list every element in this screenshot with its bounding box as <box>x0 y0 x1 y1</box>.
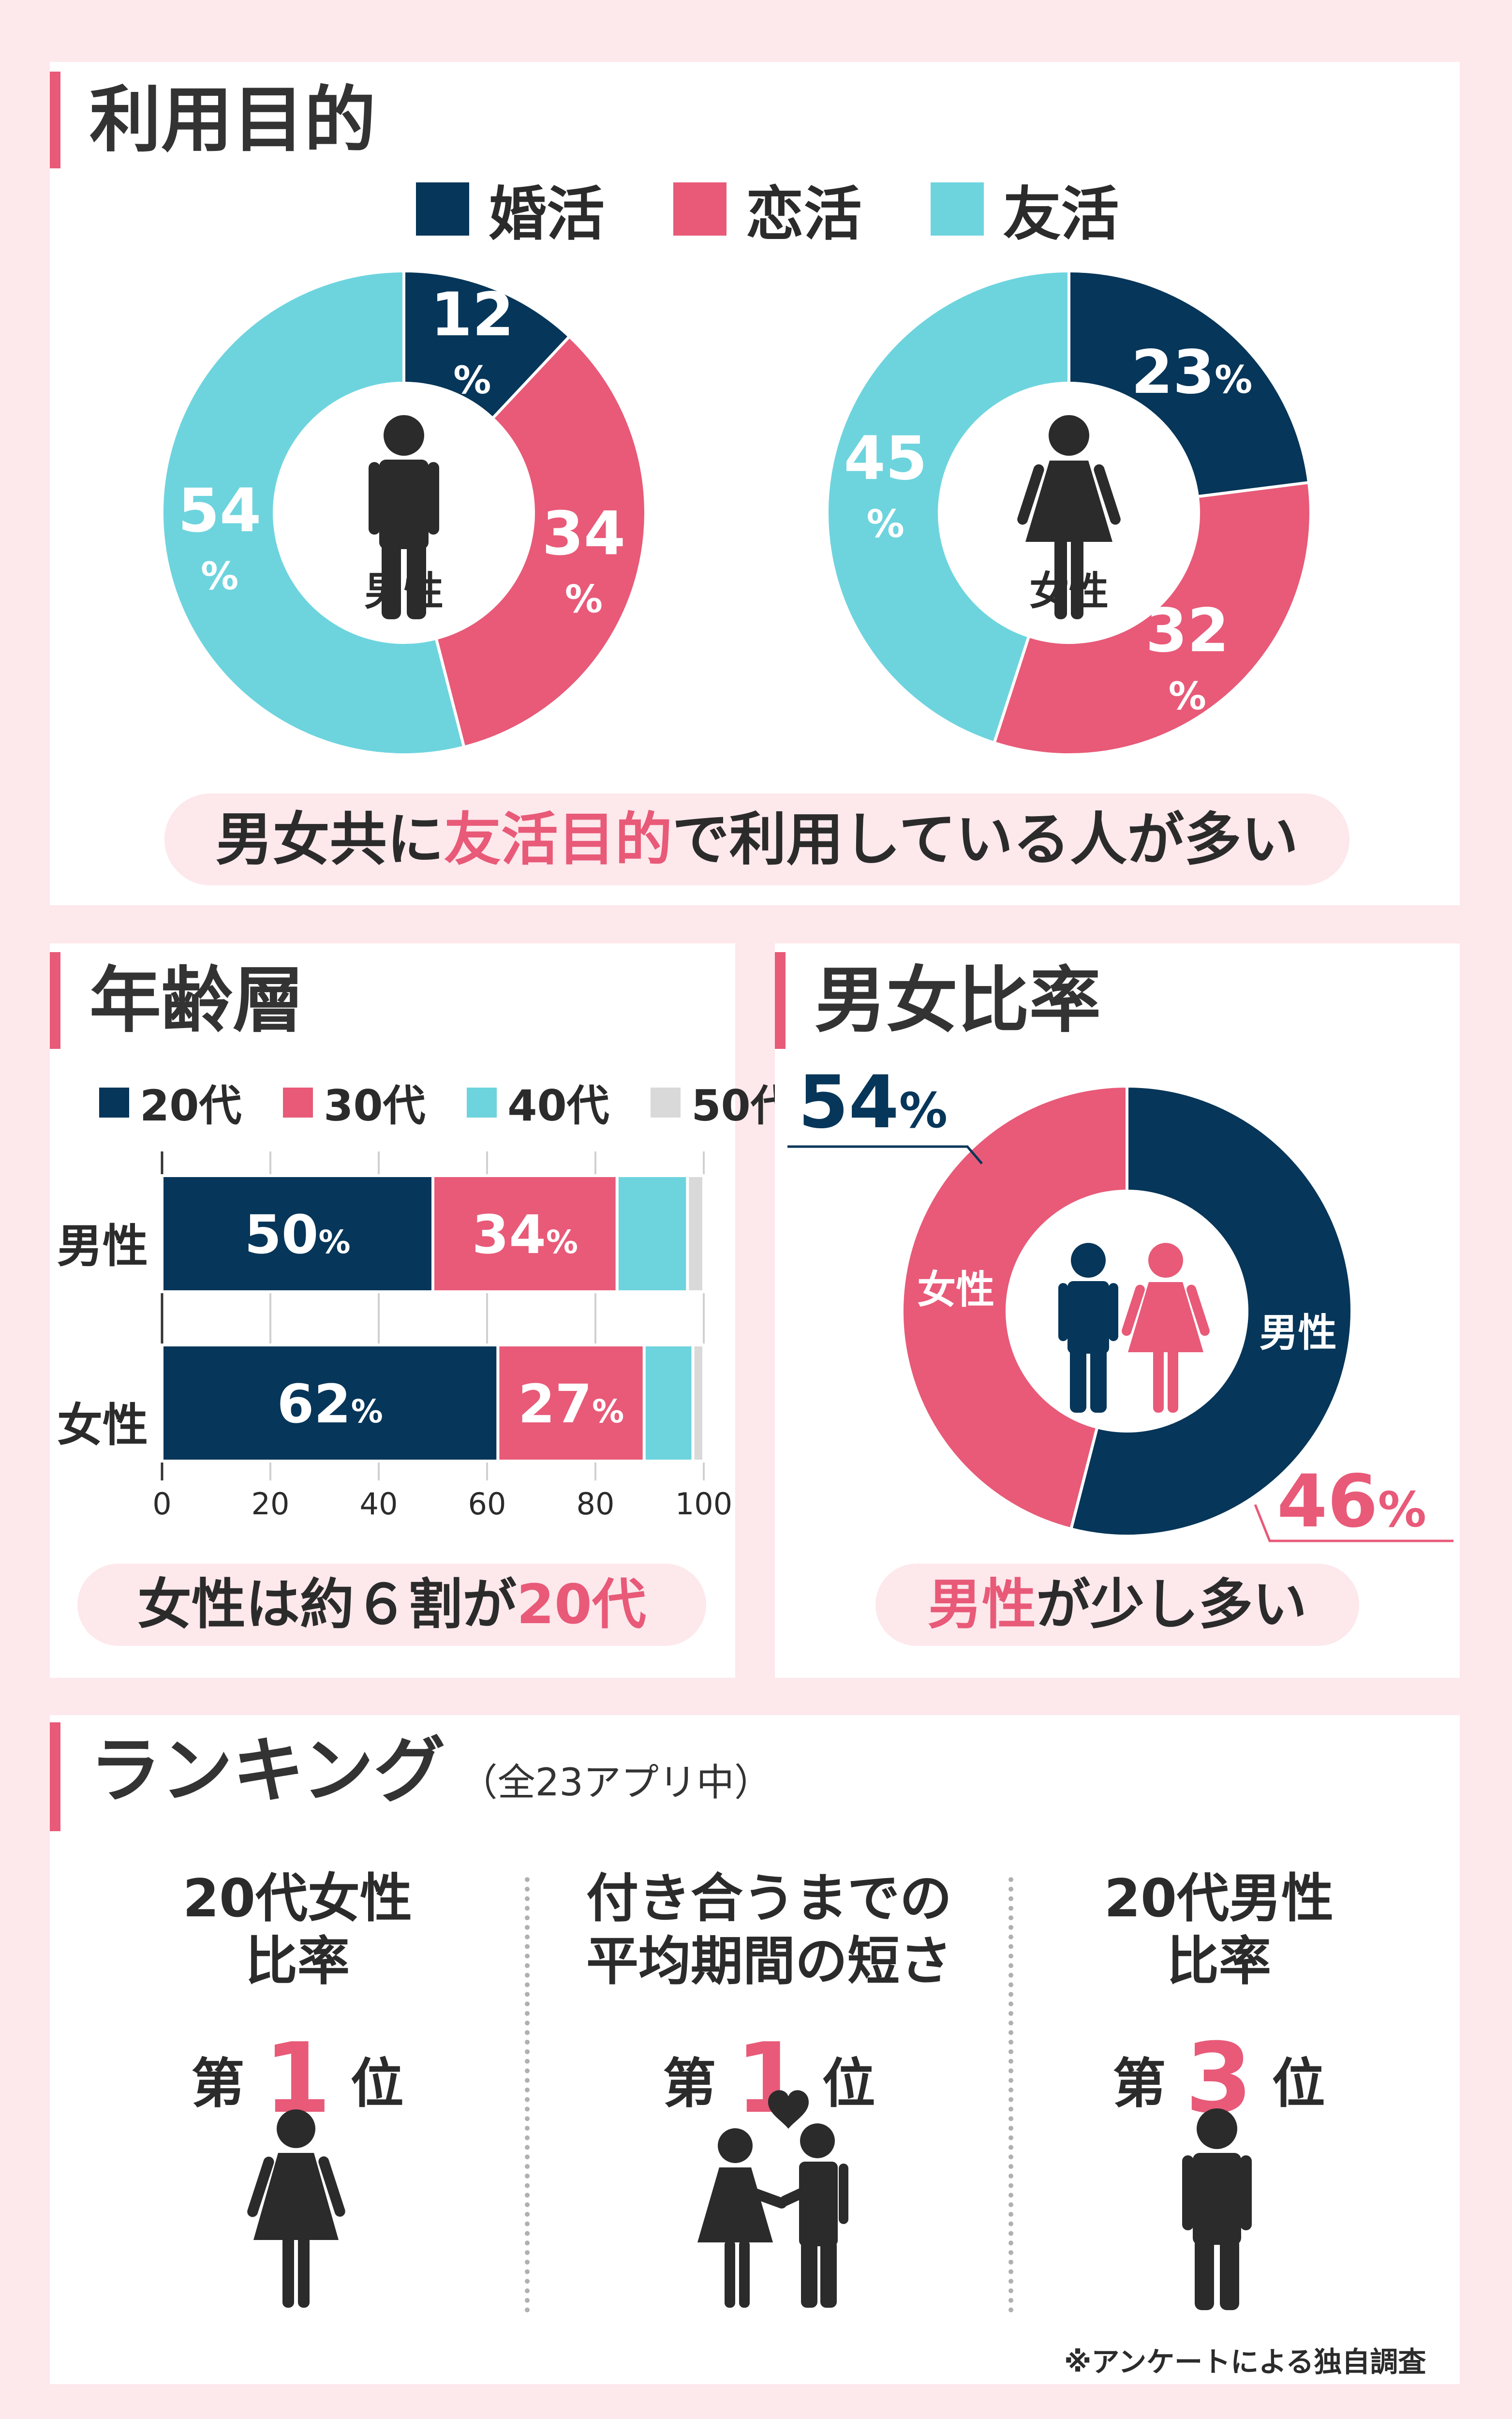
legend-swatch <box>673 182 726 236</box>
legend-label: 友活 <box>1003 181 1119 248</box>
summary-text: が少し多い <box>1036 1573 1307 1636</box>
summary-highlight: 20代 <box>517 1573 646 1636</box>
purpose-legend-item: 恋活 <box>673 167 862 251</box>
purpose-title: 利用目的 <box>50 72 376 168</box>
rank-number: 3 <box>1185 2022 1253 2135</box>
age-title: 年齢層 <box>50 952 304 1049</box>
ranking-subtitle: （全23アプリ中） <box>460 1761 772 1805</box>
legend-label: 40代 <box>507 1081 609 1131</box>
legend-swatch <box>416 182 469 236</box>
legend-label: 30代 <box>324 1081 426 1131</box>
bar-category-label: 男性 <box>57 1220 148 1273</box>
summary-highlight: 男性 <box>928 1573 1036 1636</box>
rank-number: 1 <box>264 2022 331 2135</box>
summary-text: で利用している人が多い <box>672 806 1299 873</box>
age-legend: 20代 30代 40代 50代 <box>99 1072 793 1133</box>
purpose-legend: 婚活 恋活 友活 <box>416 167 1119 251</box>
legend-label: 20代 <box>140 1081 242 1131</box>
summary-text: 男女共に <box>215 806 444 873</box>
summary-text: 女性は約６割が <box>137 1573 517 1636</box>
legend-swatch <box>467 1087 497 1118</box>
age-legend-item: 40代 <box>467 1072 609 1133</box>
ratio-summary: 男性が少し多い <box>875 1564 1359 1646</box>
ranking-column-title: 20代男性 比率 <box>1104 1868 1334 1992</box>
rank-number: 1 <box>735 2022 803 2135</box>
legend-swatch <box>283 1087 313 1118</box>
footnote: ※アンケートによる独自調査 <box>1064 2345 1426 2378</box>
summary-highlight: 友活目的 <box>444 806 672 873</box>
ranking-title-text: ランキング <box>89 1729 445 1812</box>
legend-swatch <box>99 1087 129 1118</box>
age-legend-item: 30代 <box>283 1072 426 1133</box>
purpose-legend-item: 友活 <box>930 167 1119 251</box>
age-panel <box>50 943 735 1678</box>
ranking-divider <box>525 1877 530 2313</box>
age-legend-item: 20代 <box>99 1072 241 1133</box>
purpose-legend-item: 婚活 <box>416 167 605 251</box>
ranking-column-title: 付き合うまでの 平均期間の短さ <box>586 1868 952 1992</box>
legend-swatch <box>930 182 984 236</box>
age-legend-item: 50代 <box>651 1072 793 1133</box>
ranking-divider <box>1008 1877 1013 2313</box>
legend-swatch <box>651 1087 681 1118</box>
ranking-column-title: 20代女性 比率 <box>182 1868 413 1992</box>
age-summary: 女性は約６割が20代 <box>77 1564 706 1646</box>
ranking-title: ランキング （全23アプリ中） <box>50 1722 772 1831</box>
purpose-summary: 男女共に友活目的で利用している人が多い <box>164 793 1349 885</box>
ratio-title: 男女比率 <box>775 952 1101 1049</box>
bar-category-label: 女性 <box>57 1399 148 1452</box>
legend-label: 恋活 <box>745 181 862 248</box>
legend-label: 婚活 <box>489 181 605 248</box>
